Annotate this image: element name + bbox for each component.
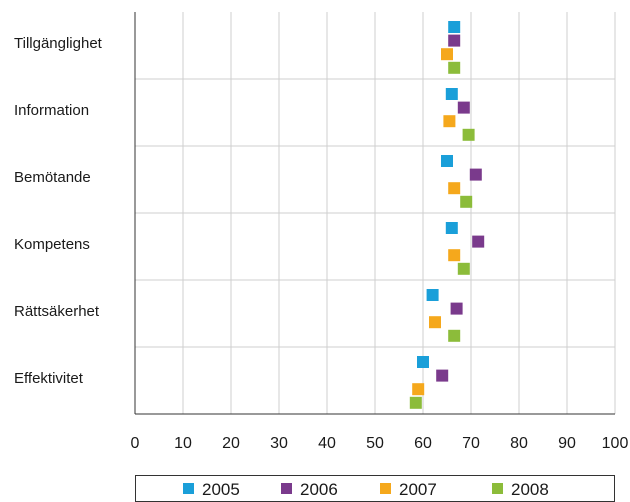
legend-label: 2005 — [202, 480, 240, 499]
point-2007-2 — [448, 182, 461, 195]
point-2007-1 — [443, 115, 456, 128]
point-2005-1 — [445, 88, 458, 100]
x-tick-label: 60 — [414, 435, 432, 452]
point-2008-3 — [457, 262, 470, 275]
point-2006-2 — [469, 168, 482, 181]
point-2006-3 — [472, 235, 485, 248]
x-tick-label: 80 — [510, 435, 528, 452]
legend: 2005 2006 2007 2008 — [135, 475, 615, 502]
x-tick-label: 20 — [222, 435, 240, 452]
grid — [134, 12, 616, 415]
legend-swatch-2008 — [492, 483, 503, 494]
point-2007-0 — [441, 48, 453, 61]
point-2007-5 — [412, 383, 425, 396]
category-label: Kompetens — [14, 236, 90, 253]
x-tick-label: 90 — [558, 435, 576, 452]
category-label: Information — [14, 102, 89, 119]
legend-label: 2007 — [399, 480, 437, 499]
x-tick-label: 0 — [131, 435, 140, 452]
category-label: Effektivitet — [14, 370, 84, 387]
legend-label: 2006 — [300, 480, 338, 499]
point-2005-4 — [426, 289, 439, 301]
point-2005-5 — [417, 356, 429, 368]
point-2007-4 — [429, 316, 441, 329]
point-2005-0 — [448, 21, 461, 33]
point-2008-4 — [448, 329, 461, 342]
x-tick-label: 40 — [318, 435, 336, 452]
legend-swatch-2006 — [281, 483, 292, 494]
legend-swatch-2005 — [183, 483, 194, 494]
category-label: Tillgänglighet — [14, 35, 103, 52]
data-points — [409, 21, 485, 409]
point-2008-0 — [448, 61, 461, 74]
category-labels: Tillgänglighet Information Bemötande Kompet… — [14, 35, 103, 387]
x-tick-label: 10 — [174, 435, 192, 452]
x-tick-label: 30 — [270, 435, 288, 452]
point-2005-2 — [441, 155, 453, 167]
legend-label: 2008 — [511, 480, 549, 499]
category-label: Rättsäkerhet — [14, 303, 100, 320]
x-tick-label: 70 — [462, 435, 480, 452]
point-2008-2 — [460, 195, 473, 208]
point-2008-1 — [462, 128, 475, 141]
point-2005-3 — [445, 222, 458, 234]
point-2007-3 — [448, 249, 461, 262]
x-axis-ticks: 0 10 20 30 40 50 60 70 80 90 100 — [131, 435, 629, 452]
point-2008-5 — [409, 396, 422, 409]
point-2006-4 — [450, 302, 463, 315]
x-tick-label: 100 — [602, 435, 629, 452]
point-2006-1 — [457, 101, 470, 114]
point-2006-5 — [436, 369, 449, 382]
point-2006-0 — [448, 34, 461, 47]
category-label: Bemötande — [14, 169, 91, 186]
legend-box — [135, 475, 615, 502]
legend-swatch-2007 — [380, 483, 391, 494]
x-tick-label: 50 — [366, 435, 384, 452]
